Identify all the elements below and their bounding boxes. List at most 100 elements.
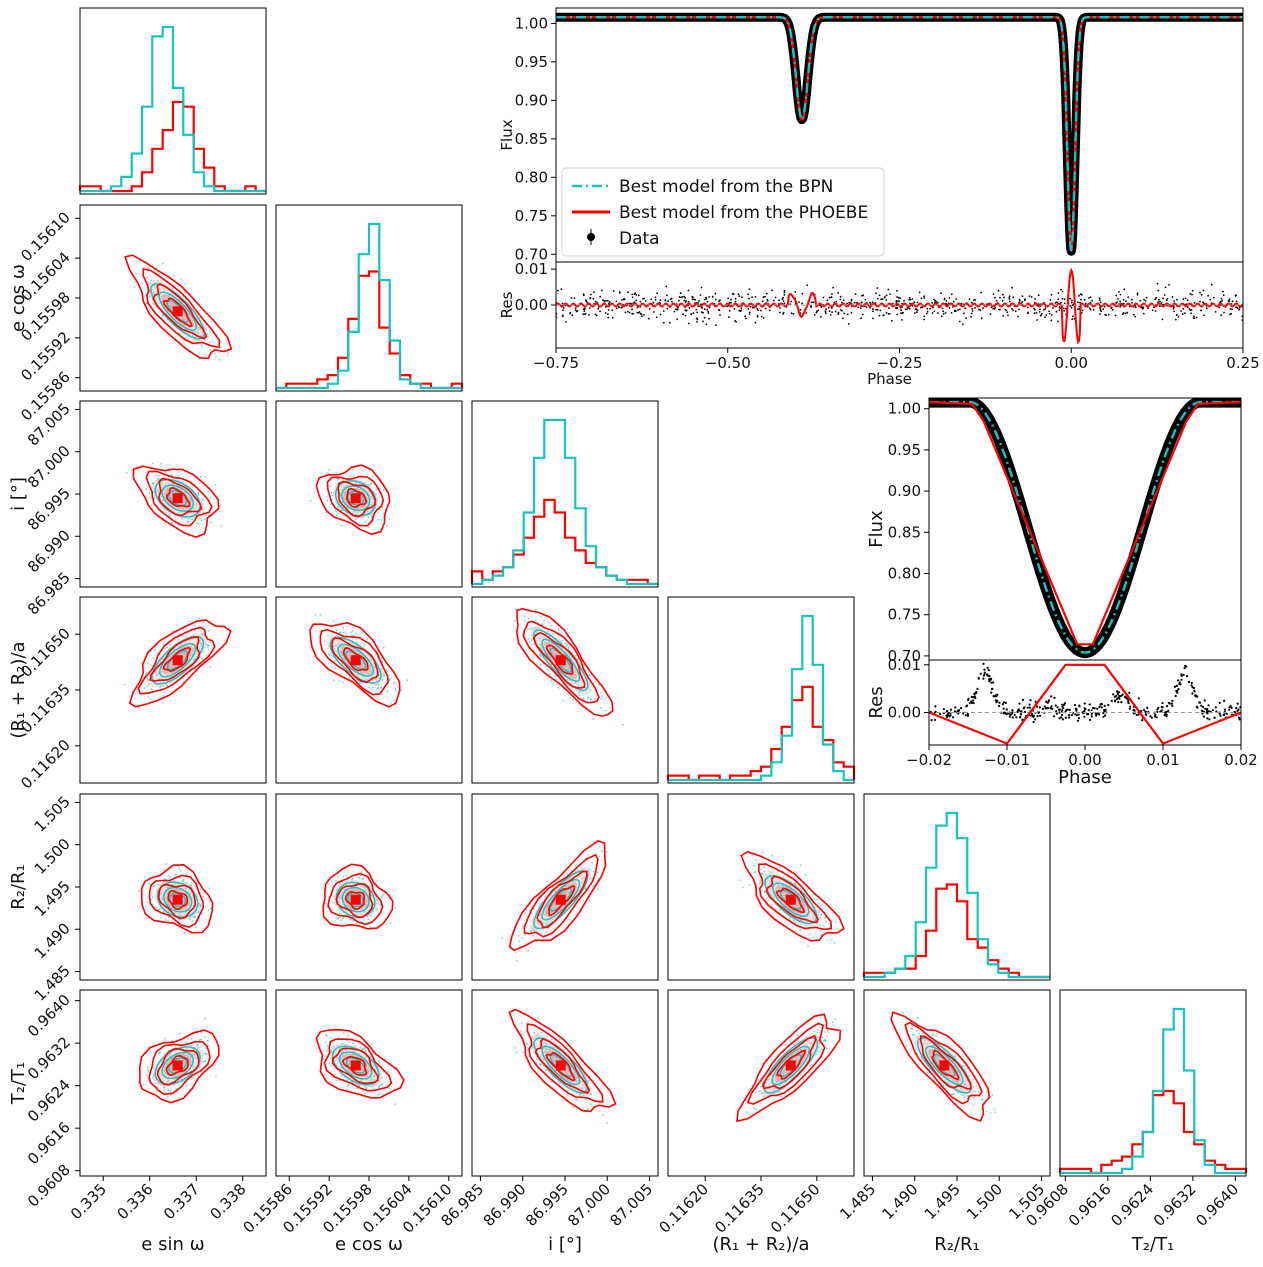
y-tick-label: 0.9632 [24,1033,74,1083]
bpn-sample-point [779,866,781,869]
bpn-sample-point [394,687,396,690]
bpn-sample-point [207,490,210,493]
bpn-sample-point [382,894,384,896]
y-axis-label: R₂/R₁ [8,864,29,910]
bpn-sample-point [550,679,553,682]
bpn-sample-point [556,682,558,685]
bpn-sample-point [125,472,128,474]
histogram-bpn [864,811,1050,979]
bpn-sample-point [123,683,126,686]
bpn-sample-point [204,476,207,478]
bpn-sample-point [567,1090,569,1092]
bpn-sample-point [184,873,187,875]
phoebe-contour [319,628,390,696]
bpn-sample-point [326,1049,328,1052]
bpn-sample-point [380,897,383,900]
bpn-sample-point [537,1032,539,1035]
bpn-contour [541,878,581,921]
bpn-sample-point [133,280,136,283]
bpn-sample-point [146,276,148,279]
bpn-sample-point [515,959,518,962]
cell-frame [863,793,1051,981]
cell-content [138,1017,220,1104]
bpn-sample-point [209,348,212,351]
bpn-sample-point [326,634,329,637]
bpn-sample-point [146,1068,149,1071]
bpn-sample-point [160,916,163,919]
bpn-sample-point [226,352,229,355]
bpn-sample-point [182,878,185,881]
bpn-sample-point [214,484,216,486]
bpn-sample-point [204,323,207,326]
bpn-sample-point [325,1041,327,1044]
bpn-sample-point [200,1031,203,1034]
bpn-sample-point [159,1051,162,1054]
bpn-sample-point [606,1122,608,1124]
bpn-sample-point [164,647,166,650]
bpn-sample-point [367,516,370,519]
bpn-sample-point [741,886,744,889]
bpn-sample-point [568,918,571,921]
bpn-sample-point [582,697,585,699]
histogram-phoebe [78,100,266,193]
phoebe-best-pixel [555,655,566,666]
bpn-sample-point [169,1089,172,1092]
bpn-sample-point [336,875,339,877]
histogram-phoebe [862,883,1050,979]
bpn-sample-point [351,629,354,632]
bpn-sample-point [333,1073,336,1076]
bpn-sample-point [817,902,820,904]
bpn-sample-point [154,906,157,909]
bpn-sample-point [213,352,216,355]
bpn-sample-point [196,1074,199,1076]
bpn-sample-point [151,482,154,485]
y-tick-label: 1.495 [31,877,74,920]
bpn-sample-point [377,1093,380,1096]
bpn-sample-point [796,1034,799,1037]
bpn-sample-point [203,518,206,521]
bpn-sample-point [826,909,829,911]
bpn-sample-point [380,518,383,521]
bpn-sample-point [206,1039,209,1042]
bpn-sample-point [389,677,392,680]
bpn-sample-point [546,1035,548,1037]
cell-content [736,1013,842,1123]
corner-cell-incl-vs-incl [470,400,659,588]
bpn-sample-point [370,1091,373,1094]
cell-content [125,462,223,538]
bpn-sample-point [913,1053,916,1056]
bpn-sample-point [811,1063,813,1066]
phoebe-best-pixel [350,493,361,504]
bpn-sample-point [594,698,597,701]
bpn-sample-point [819,916,822,919]
corner-cell-incl-vs-ecosw [275,400,463,588]
bpn-sample-point [200,346,203,348]
cell-frame [471,400,659,588]
bpn-sample-point [905,1045,908,1048]
bpn-sample-point [822,924,825,927]
bpn-sample-point [794,921,796,924]
bpn-sample-point [386,1070,389,1073]
bpn-sample-point [359,682,362,684]
bpn-sample-point [356,1087,358,1090]
bpn-sample-point [172,274,175,277]
bpn-sample-point [526,1042,529,1045]
bpn-sample-point [376,880,379,882]
bpn-sample-point [994,1111,997,1114]
bpn-sample-point [380,686,383,689]
bpn-sample-point [328,1062,331,1065]
phoebe-best-pixel [172,894,183,905]
bpn-sample-point [168,916,170,919]
bpn-sample-point [336,629,338,631]
bpn-sample-point [365,1050,367,1053]
bpn-sample-point [590,877,593,879]
bpn-sample-point [184,283,187,286]
bpn-sample-point [318,1051,320,1053]
bpn-sample-point [335,1079,338,1082]
bpn-sample-point [161,262,164,265]
phoebe-contour [532,632,586,689]
bpn-sample-point [220,341,222,343]
cell-content [124,254,233,361]
bpn-sample-point [386,690,388,692]
bpn-sample-point [388,517,391,520]
